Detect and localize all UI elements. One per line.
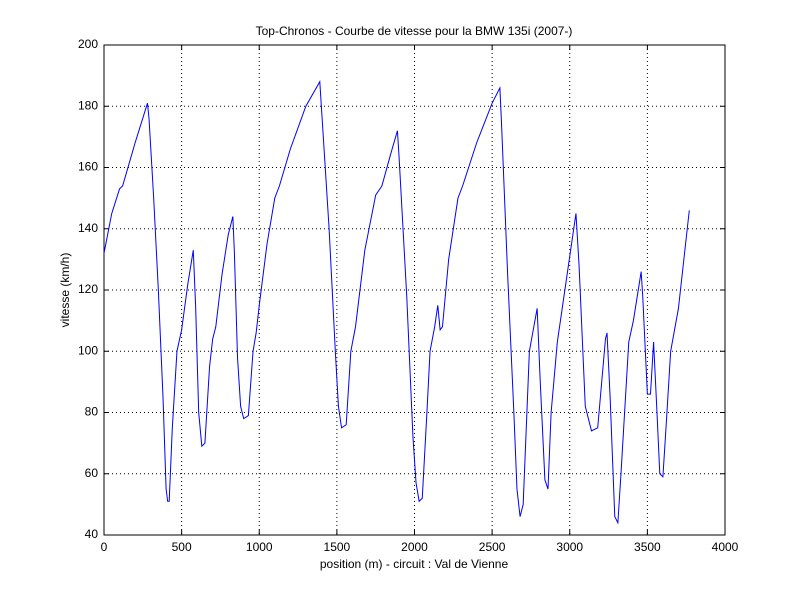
x-tick-label: 3000 [556,540,583,554]
y-tick-label: 120 [78,282,98,296]
y-tick-label: 140 [78,221,98,235]
speed-line [103,80,690,525]
y-tick-label: 160 [78,160,98,174]
x-tick-label: 500 [172,540,192,554]
y-axis-label: vitesse (km/h) [58,253,72,328]
x-tick-label: 0 [101,540,108,554]
x-tick-label: 3500 [634,540,661,554]
x-tick-label: 1000 [246,540,273,554]
y-tick-label: 200 [78,37,98,51]
chart-title: Top-Chronos - Courbe de vitesse pour la … [256,24,573,38]
y-tick-label: 180 [78,98,98,112]
x-tick-label: 1500 [324,540,351,554]
y-tick-label: 80 [85,405,99,419]
x-tick-label: 2500 [479,540,506,554]
y-tick-label: 100 [78,343,98,357]
y-tick-label: 60 [85,466,99,480]
x-axis-label: position (m) - circuit : Val de Vienne [320,557,509,571]
y-tick-label: 40 [85,527,99,541]
x-tick-label: 4000 [712,540,739,554]
x-tick-label: 2000 [401,540,428,554]
plot-frame [103,44,726,536]
